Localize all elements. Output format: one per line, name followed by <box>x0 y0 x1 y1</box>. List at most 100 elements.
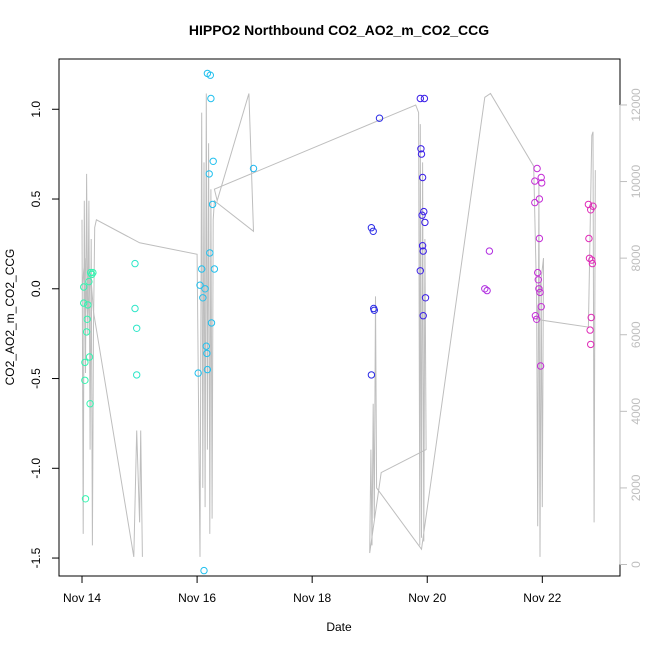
data-point-48 <box>418 173 427 182</box>
data-point-55 <box>421 294 430 302</box>
data-point-15 <box>131 304 139 313</box>
data-point-45 <box>417 145 425 153</box>
data-point-50 <box>419 247 427 255</box>
data-point-78 <box>587 340 595 349</box>
y-axis-label: CO2_AO2_m_CO2_CCG <box>3 249 17 386</box>
data-point-9 <box>85 353 94 361</box>
y2-axis: 0 2000 4000 6000 8000 10000 12000 <box>619 88 643 568</box>
data-point-65 <box>534 276 542 284</box>
data-point-31 <box>207 94 215 103</box>
chart-title: HIPPO2 Northbound CO2_AO2_m_CO2_CCG <box>189 22 489 38</box>
y2-tick-label: 8000 <box>629 244 643 271</box>
x-axis: Nov 14 Nov 16 Nov 18 Nov 20 Nov 22 <box>63 575 562 605</box>
data-point-66 <box>535 285 543 293</box>
x-tick-label: Nov 14 <box>63 591 101 605</box>
y-tick-label: 0.0 <box>29 280 43 297</box>
data-point-37 <box>367 371 376 379</box>
data-point-46 <box>417 150 426 158</box>
data-point-1 <box>80 299 88 307</box>
data-point-57 <box>483 286 491 295</box>
data-point-49 <box>418 242 427 250</box>
data-point-47 <box>418 211 426 219</box>
y-tick-label: -1.0 <box>29 458 43 479</box>
data-point-5 <box>82 328 91 336</box>
data-point-3 <box>81 376 89 384</box>
data-point-62 <box>532 315 541 323</box>
data-point-82 <box>588 259 597 268</box>
data-point-70 <box>536 362 545 370</box>
data-point-4 <box>81 495 90 503</box>
data-point-6 <box>83 315 91 323</box>
data-point-22 <box>200 566 208 575</box>
data-point-79 <box>587 206 595 214</box>
y2-tick-label: 4000 <box>629 398 643 425</box>
data-point-11 <box>86 268 95 277</box>
data-point-77 <box>586 326 594 334</box>
data-point-80 <box>587 313 595 322</box>
data-point-67 <box>535 234 544 243</box>
data-point-10 <box>86 400 94 408</box>
data-point-0 <box>80 283 88 291</box>
data-point-59 <box>531 177 539 185</box>
data-point-33 <box>208 200 217 209</box>
y2-tick-label: 0 <box>629 561 643 568</box>
data-point-72 <box>537 173 545 182</box>
y-tick-label: 1.0 <box>29 101 43 118</box>
data-point-44 <box>416 94 424 103</box>
data-point-2 <box>81 358 89 367</box>
data-point-69 <box>536 288 544 297</box>
data-point-28 <box>205 170 213 178</box>
data-point-51 <box>419 312 427 320</box>
data-point-75 <box>585 234 593 243</box>
data-point-14 <box>131 259 139 268</box>
y-tick-label: -0.5 <box>29 368 43 389</box>
data-point-63 <box>533 164 541 173</box>
series-line-1 <box>81 92 596 557</box>
data-point-38 <box>367 224 376 232</box>
data-point-58 <box>485 247 494 255</box>
data-point-36 <box>249 164 258 173</box>
data-point-42 <box>375 114 384 122</box>
y2-tick-label: 2000 <box>629 474 643 501</box>
y2-tick-label: 10000 <box>629 165 643 199</box>
data-point-13 <box>89 268 97 277</box>
y2-tick-label: 12000 <box>629 88 643 122</box>
data-point-24 <box>202 342 211 350</box>
data-point-60 <box>531 198 539 207</box>
data-point-81 <box>588 256 596 264</box>
data-point-23 <box>201 285 209 293</box>
data-point-35 <box>210 265 219 273</box>
data-point-43 <box>416 267 424 275</box>
data-point-8 <box>85 277 93 286</box>
data-point-34 <box>209 157 217 166</box>
x-tick-label: Nov 22 <box>523 591 561 605</box>
data-point-83 <box>589 202 597 210</box>
data-point-21 <box>199 294 207 302</box>
data-point-7 <box>84 301 92 309</box>
data-point-29 <box>206 249 214 257</box>
data-point-17 <box>133 371 141 379</box>
secondary-series-lines <box>81 92 596 557</box>
data-point-64 <box>534 268 542 277</box>
data-point-53 <box>420 94 429 103</box>
data-point-52 <box>420 207 428 216</box>
data-point-30 <box>206 71 215 79</box>
data-point-20 <box>198 265 206 273</box>
y2-tick-label: 6000 <box>629 321 643 348</box>
data-point-41 <box>370 306 378 314</box>
data-point-54 <box>421 218 429 227</box>
y-tick-label: -1.5 <box>29 547 43 568</box>
data-point-25 <box>203 349 211 358</box>
data-point-61 <box>531 312 540 320</box>
data-point-39 <box>369 227 377 236</box>
x-tick-label: Nov 18 <box>293 591 331 605</box>
x-tick-label: Nov 16 <box>178 591 216 605</box>
y-tick-label: 0.5 <box>29 190 43 207</box>
scatter-points <box>80 69 597 575</box>
data-point-12 <box>88 270 96 279</box>
data-point-19 <box>196 281 204 289</box>
data-point-16 <box>133 324 141 332</box>
data-point-26 <box>203 365 212 374</box>
data-point-18 <box>194 369 202 377</box>
